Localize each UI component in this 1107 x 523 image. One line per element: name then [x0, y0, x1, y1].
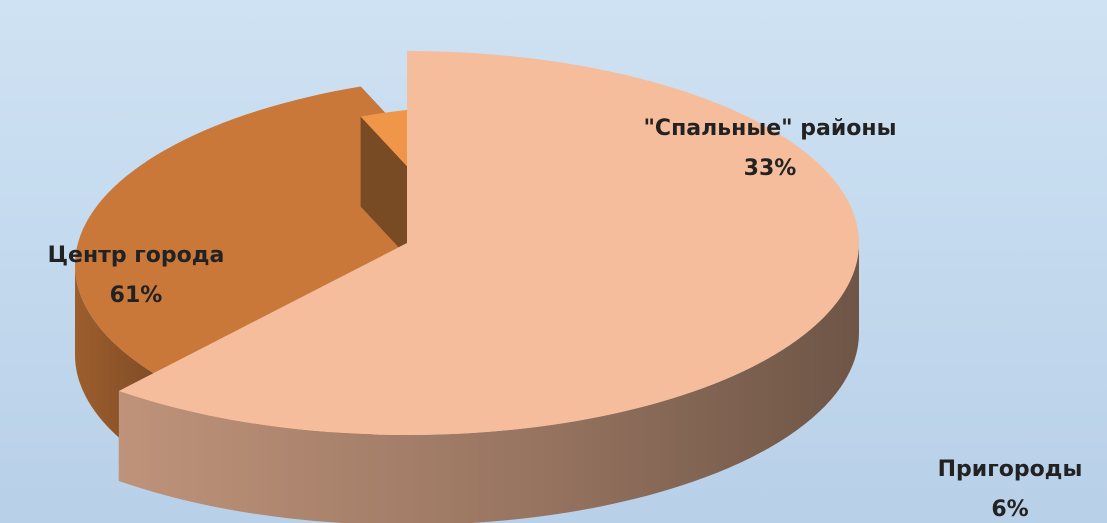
pie-slice: [118, 51, 860, 435]
pie-slice-group: [118, 51, 860, 523]
slice-percent-label: 6%: [991, 497, 1028, 522]
pie-slice-wall: [118, 243, 859, 523]
slice-label: "Спальные" районы: [643, 116, 896, 141]
slice-percent-label: 61%: [110, 283, 163, 308]
slice-label: Центр города: [48, 243, 225, 268]
slice-percent-label: 33%: [744, 156, 797, 181]
slice-label: Пригороды: [938, 457, 1083, 482]
